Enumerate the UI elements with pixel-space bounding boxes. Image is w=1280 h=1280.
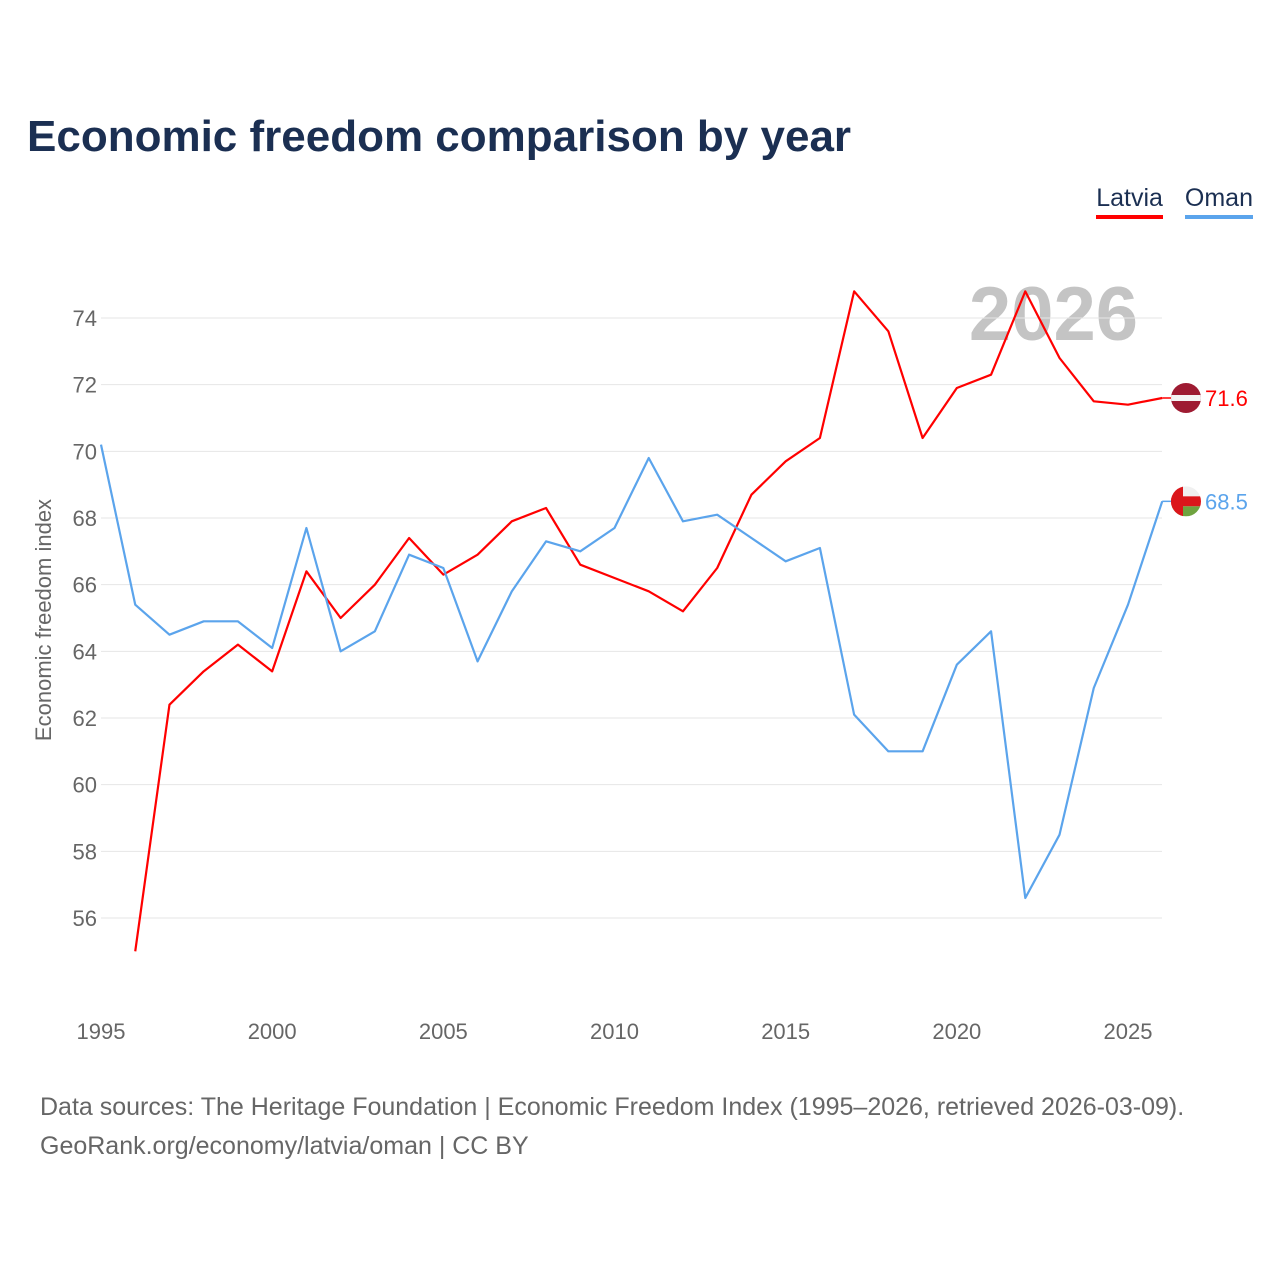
y-tick-label: 64 [73, 639, 97, 664]
footer: Data sources: The Heritage Foundation | … [40, 1088, 1184, 1166]
y-tick-label: 70 [73, 439, 97, 464]
latvia-flag-icon [1171, 383, 1201, 413]
y-tick-label: 68 [73, 506, 97, 531]
legend-item-oman[interactable]: Oman [1184, 184, 1253, 219]
x-tick-label: 2005 [419, 1019, 468, 1044]
data-sources: Data sources: The Heritage Foundation | … [40, 1093, 1185, 1121]
y-tick-label: 66 [73, 573, 97, 598]
source-link[interactable]: GeoRank.org/economy/latvia/oman | CC BY [40, 1132, 529, 1160]
x-tick-label: 2000 [248, 1019, 297, 1044]
legend: Latvia Oman [1096, 184, 1253, 219]
legend-item-latvia[interactable]: Latvia [1096, 184, 1163, 219]
x-tick-label: 2025 [1104, 1019, 1153, 1044]
y-tick-label: 72 [73, 373, 97, 398]
y-tick-label: 60 [73, 773, 97, 798]
x-tick-label: 2010 [590, 1019, 639, 1044]
x-tick-label: 1995 [77, 1019, 126, 1044]
year-watermark: 2026 [969, 272, 1138, 357]
y-tick-label: 56 [73, 906, 97, 931]
page-title: Economic freedom comparison by year [27, 112, 852, 161]
y-tick-label: 58 [73, 839, 97, 864]
y-tick-label: 74 [73, 306, 97, 331]
y-tick-label: 62 [73, 706, 97, 731]
series-line-latvia[interactable] [134, 290, 1163, 952]
series-line-oman[interactable] [99, 444, 1164, 900]
end-value-label: 71.6 [1205, 386, 1248, 411]
x-tick-label: 2020 [932, 1019, 981, 1044]
end-value-label: 68.5 [1205, 489, 1248, 514]
y-axis-label: Economic freedom index [31, 499, 56, 741]
x-tick-label: 2015 [761, 1019, 810, 1044]
oman-flag-icon [1171, 486, 1201, 517]
